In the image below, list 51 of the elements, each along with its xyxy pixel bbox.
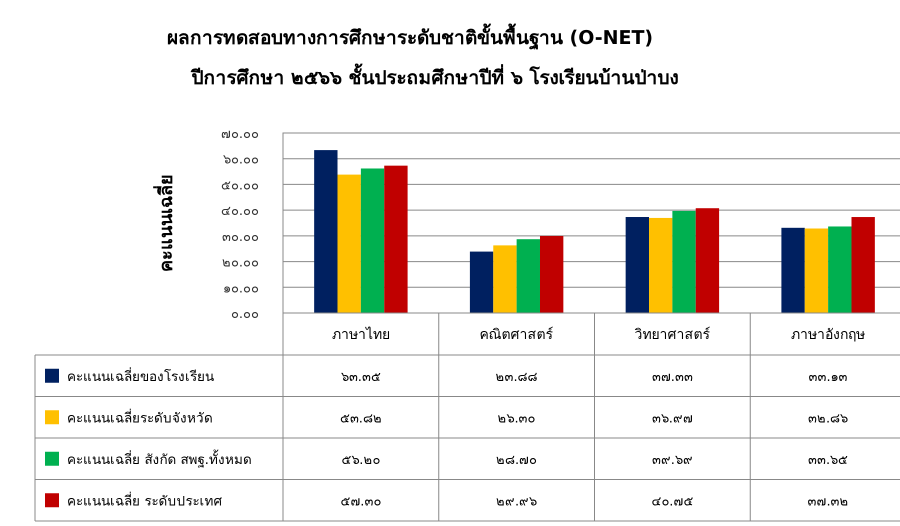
data-label: ๓๓.๑๓ <box>808 370 848 385</box>
data-label: ๒๘.๗๐ <box>496 452 538 468</box>
bar <box>338 174 361 313</box>
data-label: ๓๖.๙๗ <box>652 411 693 426</box>
chart-title: ผลการทดสอบทางการศึกษาระดับชาติขั้นพื้นฐาน (O-NET) <box>166 23 654 51</box>
bar <box>360 168 384 313</box>
bar <box>781 228 805 313</box>
y-tick-label: ๖๐.๐๐ <box>222 152 259 168</box>
data-label: ๕๓.๘๒ <box>340 411 382 426</box>
data-label: ๒๙.๙๖ <box>496 494 538 510</box>
data-label: ๓๗.๓๓ <box>652 370 693 385</box>
bar <box>696 208 720 313</box>
data-label: ๖๓.๓๕ <box>340 370 381 385</box>
bar <box>828 226 852 313</box>
data-label: ๓๓.๖๕ <box>808 452 848 468</box>
y-tick-label: ๔๐.๐๐ <box>220 204 259 220</box>
data-label: ๒๓.๘๘ <box>496 370 538 385</box>
bar <box>649 218 672 313</box>
y-tick-label: ๐.๐๐ <box>230 307 259 322</box>
data-label: ๓๒.๘๖ <box>808 411 848 426</box>
bar <box>626 217 650 313</box>
data-label: ๕๖.๒๐ <box>341 452 380 468</box>
bar <box>384 166 408 313</box>
bar <box>540 236 564 313</box>
data-label: ๒๖.๓๐ <box>498 411 536 426</box>
y-axis-title: คะแนนเฉลี่ย <box>153 174 177 272</box>
x-tick-label: ภาษาอังกฤษ <box>791 327 866 343</box>
y-tick-label: ๓๐.๐๐ <box>222 230 259 245</box>
bar <box>851 217 875 313</box>
bar <box>804 228 828 313</box>
bar <box>314 150 338 313</box>
y-tick-label: ๗๐.๐๐ <box>220 127 259 142</box>
y-tick-label: ๕๐.๐๐ <box>220 178 259 194</box>
y-tick-label: ๒๐.๐๐ <box>222 256 259 271</box>
legend-label: คะแนนเฉลี่ยของโรงเรียน <box>67 366 214 385</box>
data-label: ๔๐.๗๕ <box>651 494 694 510</box>
legend-label: คะแนนเฉลี่ย ระดับประเทศ <box>67 491 222 510</box>
bar <box>672 210 696 313</box>
x-tick-label: ภาษาไทย <box>332 326 390 343</box>
y-tick-label: ๑๐.๐๐ <box>222 281 259 296</box>
bar <box>493 245 517 313</box>
x-tick-label: วิทยาศาสตร์ <box>634 326 710 343</box>
chart-subtitle: ปีการศึกษา ๒๕๖๖ ชั้นประถมศึกษาปีที่ ๖ โรงเรียนบ้านป่าบง <box>190 63 679 89</box>
data-label: ๓๙.๖๙ <box>652 452 693 468</box>
x-tick-label: คณิตศาสตร์ <box>480 326 554 343</box>
legend-label: คะแนนเฉลี่ยระดับจังหวัด <box>67 408 213 426</box>
data-label: ๕๗.๓๐ <box>340 494 382 510</box>
bar <box>516 239 540 313</box>
data-label: ๓๗.๓๒ <box>808 494 849 510</box>
legend-label: คะแนนเฉลี่ย สังกัด สพฐ.ทั้งหมด <box>67 448 252 468</box>
bar <box>470 252 494 313</box>
